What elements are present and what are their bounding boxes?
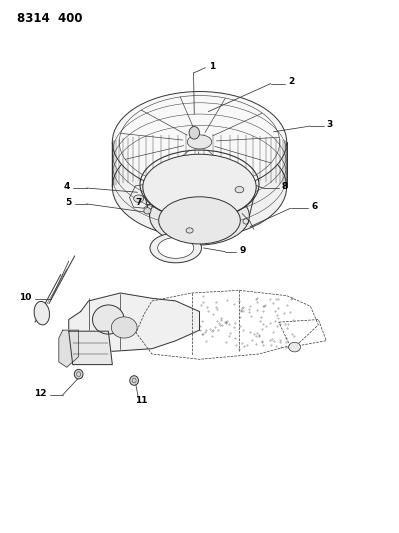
Ellipse shape [150,233,201,263]
Text: 10: 10 [20,293,32,302]
Ellipse shape [189,126,200,139]
Text: 4: 4 [63,182,69,191]
Text: 6: 6 [311,202,318,211]
Text: 2: 2 [288,77,295,86]
Text: 8314  400: 8314 400 [17,12,83,25]
Ellipse shape [144,208,151,214]
Ellipse shape [288,342,300,352]
Text: 11: 11 [134,395,147,405]
Ellipse shape [113,136,286,237]
Ellipse shape [235,187,244,193]
Ellipse shape [34,302,49,325]
Ellipse shape [143,154,256,220]
Ellipse shape [111,317,137,338]
Polygon shape [69,331,113,365]
Ellipse shape [187,135,212,149]
Ellipse shape [130,376,138,385]
Ellipse shape [150,187,249,245]
Ellipse shape [93,305,124,334]
Polygon shape [59,330,79,367]
Text: 12: 12 [34,389,47,398]
Ellipse shape [159,197,240,244]
Text: 7: 7 [135,198,142,207]
Text: 8: 8 [282,182,288,191]
Ellipse shape [134,195,144,203]
Text: 5: 5 [65,198,71,207]
Ellipse shape [74,369,83,379]
Ellipse shape [158,238,194,259]
Text: 1: 1 [209,62,215,70]
Ellipse shape [186,228,193,233]
Ellipse shape [113,92,286,192]
Polygon shape [69,293,200,351]
Text: 9: 9 [239,246,245,255]
Text: 3: 3 [326,120,332,129]
